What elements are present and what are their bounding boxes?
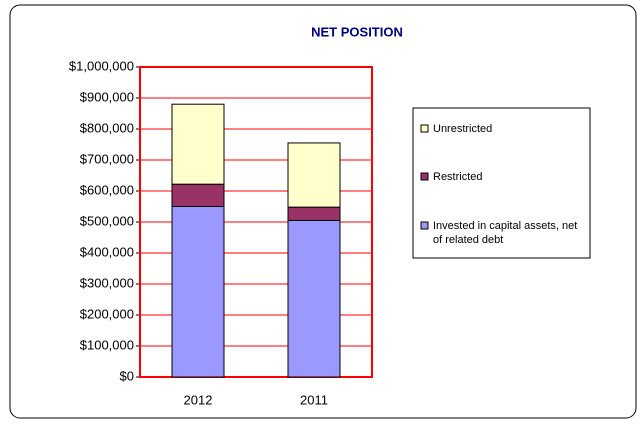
x-tick-label: 2011 xyxy=(300,392,328,407)
legend-swatch xyxy=(420,221,429,230)
bar-segment xyxy=(287,219,341,378)
y-tick-label: $900,000 xyxy=(80,89,134,104)
x-tick-label: 2012 xyxy=(184,392,213,407)
legend-label: Invested in capital assets, net of relat… xyxy=(433,220,578,246)
legend-label: Unrestricted xyxy=(433,123,493,135)
bar-segment xyxy=(287,206,341,221)
legend-swatch xyxy=(420,124,429,133)
plot-area xyxy=(139,66,373,378)
legend-swatch xyxy=(420,172,429,181)
legend-entry: Unrestricted xyxy=(433,123,493,135)
y-tick-label: $1,000,000 xyxy=(69,58,134,73)
bar-segment xyxy=(287,142,341,208)
legend-label: Restricted xyxy=(433,171,483,183)
y-tick-label: $300,000 xyxy=(80,275,134,290)
bar-segment xyxy=(171,103,225,185)
bar-segment xyxy=(171,183,225,207)
chart-title: NET POSITION xyxy=(311,24,403,39)
y-tick-label: $0 xyxy=(120,368,134,383)
y-tick-label: $100,000 xyxy=(80,337,134,352)
legend-box xyxy=(412,107,591,259)
legend-entry: Restricted xyxy=(433,171,483,183)
y-tick-label: $500,000 xyxy=(80,213,134,228)
y-tick-label: $400,000 xyxy=(80,244,134,259)
y-tick-label: $600,000 xyxy=(80,182,134,197)
legend-entry: Invested in capital assets, net of relat… xyxy=(433,220,578,246)
y-tick-label: $200,000 xyxy=(80,306,134,321)
y-tick-label: $800,000 xyxy=(80,120,134,135)
bar-segment xyxy=(171,206,225,378)
y-tick-label: $700,000 xyxy=(80,151,134,166)
